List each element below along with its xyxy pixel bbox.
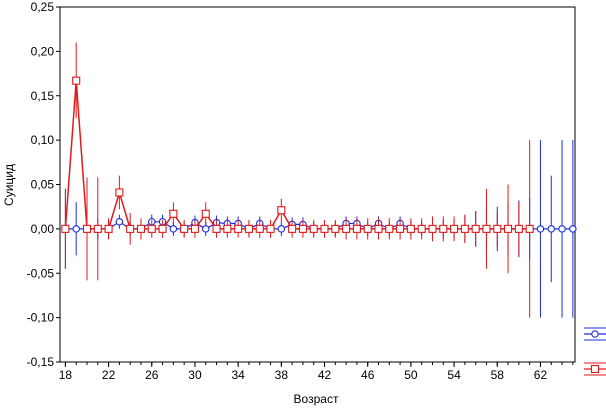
x-tick-label: 50	[404, 368, 418, 382]
data-point	[352, 224, 361, 233]
x-tick-label: 46	[361, 368, 375, 382]
data-point	[169, 225, 178, 233]
data-point	[147, 224, 156, 233]
y-tick-label: -0,05	[27, 266, 55, 280]
y-axis-title: Суицид	[2, 164, 16, 206]
data-point	[460, 224, 469, 233]
x-tick-label: 30	[188, 368, 202, 382]
x-axis-ticks: 18 22 26 30 34 38 42 46 50 54 58 62	[59, 362, 574, 382]
x-tick-label: 26	[145, 368, 159, 382]
data-point	[558, 225, 566, 233]
series-2	[61, 42, 534, 318]
y-tick-label: 0,00	[31, 222, 55, 236]
y-tick-label: 0,25	[31, 0, 55, 14]
data-point	[363, 224, 372, 233]
y-tick-label: 0,15	[31, 89, 55, 103]
data-point	[309, 224, 318, 233]
y-tick-label: 0,05	[31, 178, 55, 192]
legend-marker-circle	[591, 330, 599, 338]
data-point	[266, 224, 275, 233]
data-point	[342, 224, 351, 233]
y-tick-label: -0,15	[27, 355, 55, 369]
data-point	[190, 224, 200, 233]
data-point	[93, 224, 102, 233]
data-point	[202, 225, 210, 233]
data-point	[223, 224, 232, 233]
data-point	[180, 224, 189, 233]
x-tick-label: 58	[491, 368, 505, 382]
data-point	[72, 76, 81, 85]
y-tick-label: 0,20	[31, 44, 55, 58]
data-point	[514, 224, 523, 233]
data-point	[396, 224, 405, 233]
data-point	[428, 224, 437, 233]
x-tick-label: 34	[231, 368, 245, 382]
x-tick-label: 22	[102, 368, 116, 382]
data-point	[320, 224, 329, 233]
data-point	[277, 225, 286, 233]
legend-item-1	[584, 327, 606, 341]
y-axis-ticks: -0,15 -0,10 -0,05 0,00 0,05 0,10 0,15 0,20 0,25	[27, 0, 60, 369]
y-tick-label: 0,10	[31, 133, 55, 147]
data-point	[158, 224, 167, 233]
data-point	[61, 224, 70, 233]
x-tick-label: 18	[59, 368, 73, 382]
data-point	[126, 224, 135, 233]
data-point	[504, 224, 513, 233]
x-tick-label: 42	[318, 368, 332, 382]
data-point	[569, 225, 577, 233]
legend	[584, 327, 606, 376]
x-axis-title: Возраст	[294, 392, 339, 406]
data-point	[536, 225, 545, 233]
data-point	[406, 224, 415, 233]
data-point	[212, 224, 221, 233]
data-point	[417, 224, 426, 233]
data-point	[374, 224, 383, 233]
data-point	[255, 224, 264, 233]
data-point	[525, 224, 534, 233]
data-point	[547, 225, 555, 233]
x-tick-label: 62	[534, 368, 548, 382]
data-point	[277, 206, 286, 215]
data-point	[298, 224, 307, 233]
data-point	[288, 224, 297, 233]
x-tick-label: 54	[447, 368, 461, 382]
data-point	[439, 224, 448, 233]
data-point	[82, 224, 92, 233]
data-point	[72, 225, 80, 233]
plot-area	[59, 6, 576, 363]
data-point	[244, 224, 253, 233]
data-point	[169, 209, 178, 218]
data-point	[385, 224, 394, 233]
series-layer	[61, 42, 577, 318]
y-tick-label: -0,10	[27, 311, 55, 325]
data-point	[115, 188, 124, 197]
data-point	[493, 224, 502, 233]
legend-item-2	[584, 362, 606, 376]
data-point	[115, 218, 124, 226]
legend-marker-square	[590, 364, 600, 374]
data-point	[201, 209, 210, 218]
data-point	[104, 224, 113, 233]
data-point	[471, 224, 480, 233]
data-point	[450, 224, 459, 233]
data-point	[482, 224, 491, 233]
data-point	[234, 224, 243, 233]
data-point	[136, 224, 146, 233]
x-tick-label: 38	[275, 368, 289, 382]
data-point	[331, 224, 340, 233]
